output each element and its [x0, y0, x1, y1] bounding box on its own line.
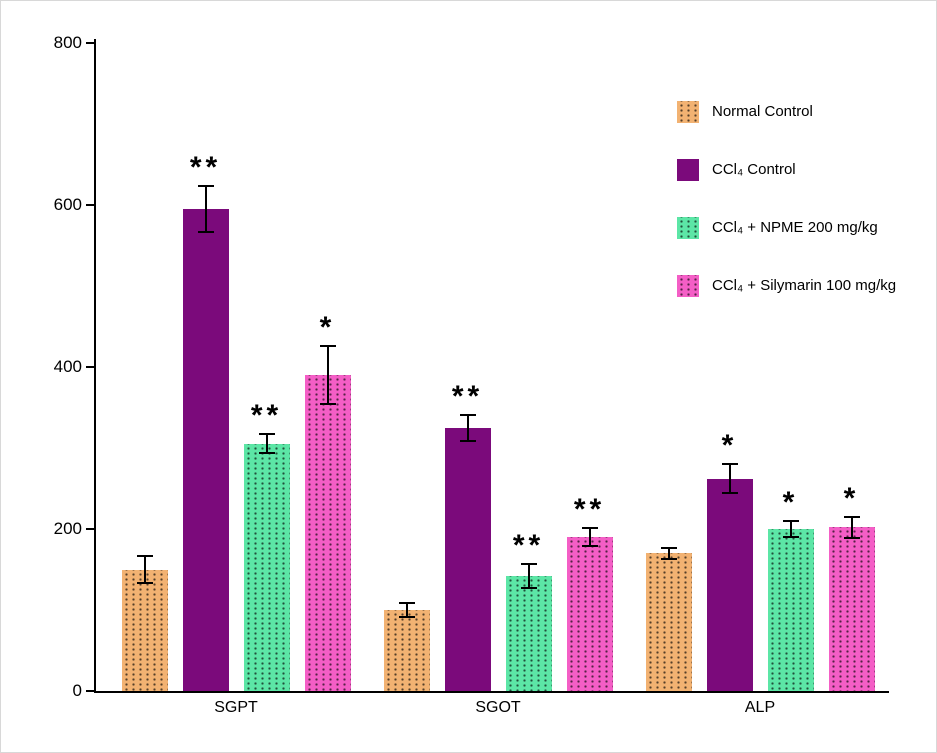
- x-axis-line: [94, 691, 889, 693]
- y-tick-label: 200: [53, 519, 82, 538]
- error-bar-line: [588, 527, 591, 547]
- bar: [767, 529, 814, 691]
- error-bar: [258, 433, 275, 455]
- x-category-label: ALP: [744, 699, 776, 716]
- x-category-label: SGOT: [475, 699, 521, 716]
- error-bar-cap: [319, 345, 336, 348]
- bar: [383, 610, 430, 691]
- error-bar-line: [850, 516, 853, 539]
- error-bar-cap: [136, 554, 153, 557]
- error-bar-cap: [843, 536, 860, 539]
- legend-item: Normal Control: [677, 101, 896, 123]
- x-category-label: SGPT: [214, 699, 258, 716]
- error-bar-cap: [782, 535, 799, 538]
- error-bar-cap: [459, 439, 476, 442]
- legend-item: CCl₄ Control: [677, 159, 896, 181]
- error-bar-line: [405, 601, 408, 619]
- error-bar-cap: [843, 516, 860, 519]
- legend-swatch: [677, 159, 699, 181]
- significance-marker: *: [319, 311, 336, 345]
- error-bar: [136, 554, 153, 585]
- error-bar: [319, 345, 336, 406]
- error-bar-cap: [721, 492, 738, 495]
- error-bar-cap: [136, 582, 153, 585]
- error-bar-line: [143, 554, 146, 585]
- bar: [566, 537, 613, 691]
- legend-label: CCl₄ + Silymarin 100 mg/kg: [712, 277, 897, 294]
- error-bar-cap: [660, 546, 677, 549]
- error-bar-cap: [319, 403, 336, 406]
- legend-label: Normal Control: [712, 103, 813, 120]
- error-bar-line: [789, 520, 792, 538]
- significance-marker: *: [843, 482, 860, 516]
- y-tick-label: 600: [53, 195, 82, 214]
- bar: [706, 478, 753, 691]
- error-bar: [843, 516, 860, 539]
- error-bar-line: [265, 433, 268, 455]
- error-bar-cap: [197, 231, 214, 234]
- error-bar-line: [728, 463, 731, 495]
- y-tick: [86, 42, 94, 44]
- significance-marker: **: [451, 379, 484, 413]
- error-bar-cap: [258, 452, 275, 455]
- y-axis-line: [94, 39, 96, 693]
- error-bar-line: [204, 184, 207, 234]
- y-tick: [86, 366, 94, 368]
- bar: [444, 427, 491, 691]
- error-bar-cap: [520, 586, 537, 589]
- bar: [645, 553, 692, 691]
- y-tick: [86, 528, 94, 530]
- error-bar-cap: [398, 616, 415, 619]
- error-bar-cap: [581, 527, 598, 530]
- error-bar: [782, 520, 799, 538]
- y-tick-label: 400: [53, 357, 82, 376]
- significance-marker: **: [512, 529, 545, 563]
- plot-area: 0 200 400 600 800 SGPT ** ** * SGOT ** ** ** ALP * * *: [54, 33, 889, 716]
- y-tick-label: 800: [53, 33, 82, 52]
- error-bar-line: [667, 546, 670, 560]
- legend: Normal Control CCl₄ Control CCl₄ + NPME 20…: [677, 101, 896, 333]
- bar: [828, 527, 875, 691]
- error-bar: [197, 184, 214, 234]
- error-bar: [660, 546, 677, 560]
- legend-label: CCl₄ Control: [712, 161, 796, 178]
- error-bar: [459, 414, 476, 442]
- legend-item: CCl₄ + Silymarin 100 mg/kg: [677, 275, 896, 297]
- bar: [182, 209, 229, 691]
- error-bar: [520, 563, 537, 589]
- legend-swatch: [677, 275, 699, 297]
- bar: [505, 575, 552, 691]
- y-tick: [86, 690, 94, 692]
- significance-marker: *: [782, 486, 799, 520]
- error-bar-cap: [581, 544, 598, 547]
- error-bar-cap: [782, 520, 799, 523]
- significance-marker: **: [250, 399, 283, 433]
- error-bar: [721, 463, 738, 495]
- significance-marker: **: [189, 150, 222, 184]
- error-bar-cap: [660, 557, 677, 560]
- error-bar-cap: [520, 563, 537, 566]
- bar: [304, 375, 351, 691]
- error-bar-cap: [721, 463, 738, 466]
- error-bar-cap: [258, 433, 275, 436]
- legend-item: CCl₄ + NPME 200 mg/kg: [677, 217, 896, 239]
- legend-swatch: [677, 101, 699, 123]
- error-bar: [581, 527, 598, 547]
- error-bar-line: [527, 563, 530, 589]
- error-bar-cap: [197, 184, 214, 187]
- significance-marker: *: [721, 429, 738, 463]
- bar: [121, 569, 168, 691]
- significance-marker: **: [573, 493, 606, 527]
- bar: [243, 443, 290, 691]
- error-bar: [398, 601, 415, 619]
- legend-label: CCl₄ + NPME 200 mg/kg: [712, 219, 878, 236]
- error-bar-cap: [459, 414, 476, 416]
- error-bar-line: [326, 345, 329, 406]
- y-tick: [86, 204, 94, 206]
- y-tick-label: 0: [72, 681, 82, 700]
- error-bar-cap: [398, 601, 415, 604]
- legend-swatch: [677, 217, 699, 239]
- error-bar-line: [466, 414, 469, 442]
